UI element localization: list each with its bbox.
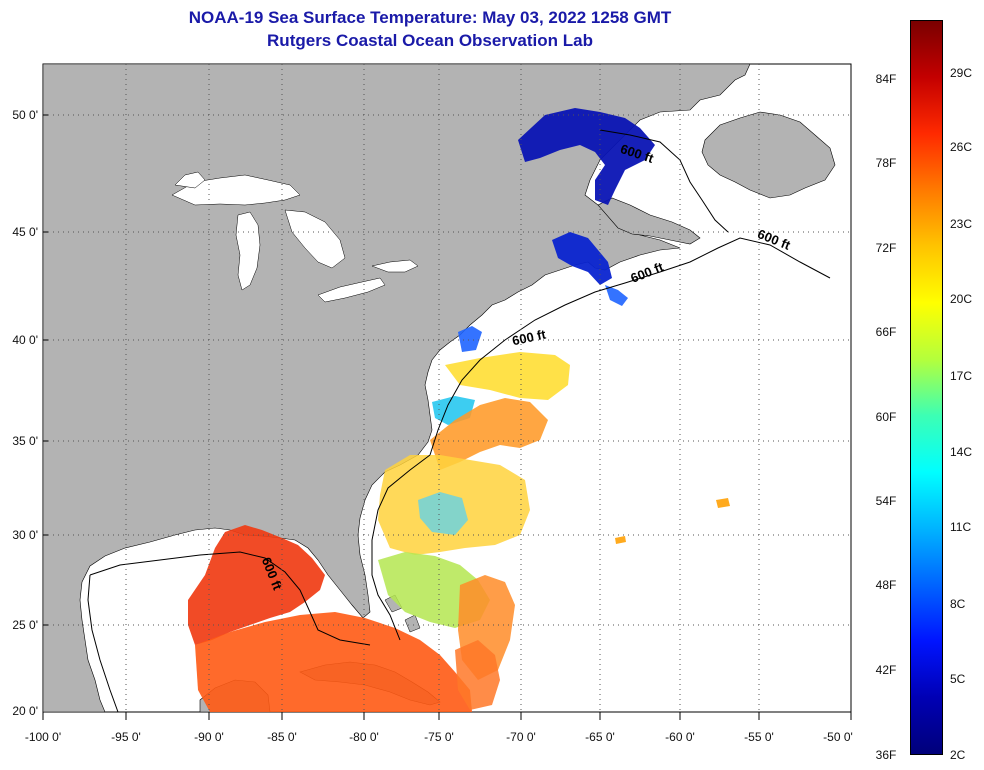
colorbar-fahrenheit-label: 54F	[875, 494, 897, 508]
isobath-600ft-gulf-stlawrence	[599, 129, 729, 233]
land-newfoundland	[701, 111, 836, 199]
colorbar-fahrenheit-label: 60F	[875, 410, 897, 424]
lat-label: 40 0'	[12, 333, 38, 347]
colorbar-celsius-label: 26C	[950, 140, 973, 154]
lat-label: 35 0'	[12, 434, 38, 448]
lon-label: -100 0'	[24, 730, 62, 744]
sst-nova-scotia-shelf	[605, 285, 628, 306]
lake-ontario	[371, 259, 419, 273]
colorbar-celsius-label: 14C	[950, 445, 973, 459]
colorbar-celsius-label: 20C	[950, 292, 973, 306]
colorbar-fahrenheit-label: 36F	[875, 748, 897, 762]
lake-superior	[171, 174, 301, 206]
lake-winnipeg	[174, 171, 206, 189]
colorbar-celsius-label: 11C	[950, 520, 972, 534]
lat-label: 25 0'	[12, 618, 38, 632]
colorbar-fahrenheit-label: 72F	[875, 241, 897, 255]
sst-gulf-stream-orange	[430, 398, 548, 470]
isobath-600ft-south	[371, 454, 431, 641]
sst-offshore-orange-1	[716, 498, 730, 508]
lon-label: -60 0'	[665, 730, 695, 744]
colorbar-celsius-label: 29C	[950, 66, 973, 80]
colorbar-fahrenheit-label: 42F	[875, 663, 897, 677]
map-title: NOAA-19 Sea Surface Temperature: May 03,…	[188, 8, 672, 27]
lon-label: -55 0'	[744, 730, 774, 744]
isobath-600ft-gulf-west	[87, 574, 119, 712]
axis-ticks	[42, 114, 852, 720]
lat-label: 45 0'	[12, 225, 38, 239]
land-north-america	[43, 64, 751, 712]
colorbar-celsius-label: 8C	[950, 597, 966, 611]
sst-gulf-of-mexico	[188, 525, 325, 645]
lon-label: -70 0'	[506, 730, 536, 744]
lat-label: 20 0'	[12, 704, 38, 718]
graticule	[43, 64, 851, 712]
lat-label: 30 0'	[12, 528, 38, 542]
lon-label: -85 0'	[267, 730, 297, 744]
lon-label: -90 0'	[194, 730, 224, 744]
lon-label: -80 0'	[349, 730, 379, 744]
colorbar-fahrenheit-label: 84F	[875, 72, 897, 86]
lon-label: -65 0'	[585, 730, 615, 744]
lake-erie	[317, 277, 386, 303]
lon-label: -50 0'	[823, 730, 853, 744]
isobath-600ft	[429, 237, 831, 456]
sst-gulf-st-lawrence	[518, 108, 655, 205]
colorbar-celsius-label: 2C	[950, 748, 966, 762]
lon-label: -75 0'	[424, 730, 454, 744]
sst-southeast-cyan	[418, 492, 468, 535]
colorbar-celsius-label: 5C	[950, 672, 966, 686]
sst-florida-straits	[195, 612, 472, 712]
lat-label: 50 0'	[12, 108, 38, 122]
land-nova-scotia	[597, 197, 701, 245]
map-subtitle: Rutgers Coastal Ocean Observation Lab	[267, 31, 593, 50]
colorbar-celsius-label: 23C	[950, 217, 973, 231]
lake-huron	[284, 209, 346, 269]
isobath-600ft-gulf	[89, 551, 371, 646]
sst-gulf-of-maine	[552, 232, 612, 285]
lon-label: -95 0'	[111, 730, 141, 744]
sst-caribbean-orange	[455, 640, 500, 710]
colorbar-fahrenheit-label: 48F	[875, 578, 897, 592]
colorbar-fahrenheit-label: 78F	[875, 156, 897, 170]
sst-offshore-orange-2	[615, 536, 626, 544]
colorbar-fahrenheit-label: 66F	[875, 325, 897, 339]
colorbar-celsius-label: 17C	[950, 369, 973, 383]
temperature-colorbar	[910, 20, 943, 755]
sst-new-jersey-shelf	[458, 326, 482, 352]
